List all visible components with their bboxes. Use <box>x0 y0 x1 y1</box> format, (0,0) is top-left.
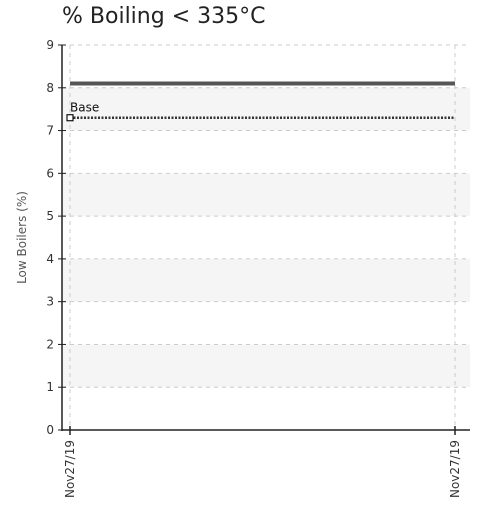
y-tick-label: 7 <box>46 124 54 138</box>
x-tick-label: Nov27/19 <box>448 440 462 498</box>
axes <box>61 45 470 431</box>
y-tick-label: 3 <box>46 295 54 309</box>
gridlines <box>62 44 470 430</box>
band <box>62 258 470 302</box>
band <box>62 173 470 217</box>
series-lines <box>70 81 455 119</box>
y-tick-label: 2 <box>46 337 54 351</box>
band <box>62 344 470 388</box>
x-ticks: Nov27/19 Nov27/19 <box>63 426 462 498</box>
y-tick-label: 5 <box>46 209 54 223</box>
y-tick-label: 9 <box>46 38 54 52</box>
y-ticks: 0 1 2 3 4 5 6 7 8 9 <box>46 38 66 437</box>
y-tick-label: 4 <box>46 252 54 266</box>
annotation-marker <box>66 114 74 122</box>
annotations: Base <box>66 101 99 122</box>
annotation-label: Base <box>70 101 99 115</box>
x-tick-label: Nov27/19 <box>63 440 77 498</box>
chart-title: % Boiling < 335°C <box>62 4 266 29</box>
y-tick-label: 1 <box>46 380 54 394</box>
background-bands <box>62 87 470 388</box>
y-axis-label: Low Boilers (%) <box>15 191 29 284</box>
y-tick-label: 8 <box>46 81 54 95</box>
y-tick-label: 0 <box>46 423 54 437</box>
y-tick-label: 6 <box>46 166 54 180</box>
band <box>62 87 470 131</box>
